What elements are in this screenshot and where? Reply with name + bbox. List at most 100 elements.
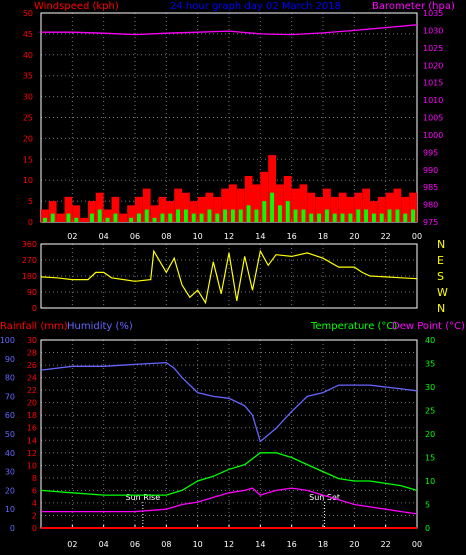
average-bar [356, 209, 361, 222]
gust-bar [205, 192, 214, 222]
average-bar [105, 217, 110, 222]
gust-bar [276, 184, 284, 222]
average-bar [278, 205, 282, 222]
gust-bar [221, 188, 229, 222]
temperature-tick-label: 5 [425, 501, 430, 510]
rainfall-tick-label: 14 [27, 436, 37, 445]
rainfall-tick-label: 12 [27, 449, 37, 458]
average-bar [215, 213, 220, 222]
temperature-tick-label: 20 [425, 430, 435, 439]
windspeed-tick-label: 35 [23, 72, 33, 81]
gust-bar [189, 201, 198, 222]
wind-direction-line [40, 249, 418, 305]
x-tick-label: 10 [193, 232, 203, 241]
gust-bar [307, 192, 316, 222]
average-bar [113, 213, 118, 222]
average-bar [395, 209, 400, 222]
rainfall-tick-label: 10 [27, 461, 37, 470]
gust-bar [166, 201, 175, 222]
temperature-tick-label: 40 [425, 336, 435, 345]
gust-bar [95, 192, 104, 222]
barometer-label: Barometer (hpa) [372, 1, 455, 12]
windspeed-tick-label: 45 [23, 30, 33, 39]
gust-bar [330, 196, 339, 222]
average-bar [129, 217, 133, 222]
direction-tick-label: 0 [32, 304, 37, 313]
gust-bar [88, 201, 96, 222]
humidity-label: Humidity (%) [67, 321, 133, 332]
average-bar [309, 213, 314, 222]
sun-annotation: Sun Rise [126, 493, 161, 502]
average-bar [411, 209, 415, 222]
barometer-tick-label: 980 [423, 201, 438, 210]
x-tick-label: 18 [318, 232, 328, 241]
gust-bar [119, 213, 128, 222]
x-tick-label: 12 [224, 540, 234, 549]
x-tick-label: 04 [99, 540, 109, 549]
panel-frame [40, 243, 418, 309]
x-tick-label: 10 [193, 540, 203, 549]
gust-bar [377, 196, 386, 222]
gust-bar [229, 184, 237, 222]
temperature-label: Temperature (°C) [310, 321, 397, 332]
gust-bar [370, 201, 378, 222]
temperature-tick-label: 0 [425, 524, 430, 533]
barometer-tick-label: 1020 [423, 61, 443, 70]
gust-bar [244, 176, 253, 222]
average-bar [364, 209, 368, 222]
gust-bar [150, 205, 159, 222]
x-tick-label: 18 [318, 540, 328, 549]
x-tick-label: 06 [130, 232, 140, 241]
x-tick-label: 16 [287, 540, 297, 549]
gust-bar [401, 196, 410, 222]
humidity-line [40, 361, 418, 443]
x-tick-label: 00 [412, 540, 422, 549]
barometer-tick-label: 975 [423, 218, 438, 227]
gust-bar [64, 196, 73, 222]
gust-bar [299, 184, 308, 222]
average-bar [137, 213, 141, 222]
average-bar [144, 209, 149, 222]
average-bar [262, 201, 267, 222]
rainfall-tick-label: 28 [27, 349, 37, 358]
gust-bar [103, 209, 112, 222]
average-bar [293, 209, 298, 222]
average-bar [379, 213, 384, 222]
x-tick-label: 22 [381, 232, 391, 241]
gust-bar [182, 192, 190, 222]
humidity-tick-label: 100 [0, 336, 15, 345]
compass-label: N [437, 302, 445, 315]
gust-bar [346, 196, 355, 222]
humidity-tick-label: 40 [5, 449, 15, 458]
humidity-tick-label: 30 [5, 468, 15, 477]
gust-bar [393, 188, 402, 222]
temperature-tick-label: 30 [425, 383, 435, 392]
gust-bar [385, 192, 394, 222]
windspeed-tick-label: 50 [23, 9, 33, 18]
barometer-tick-label: 1000 [423, 131, 443, 140]
windspeed-tick-label: 40 [23, 51, 33, 60]
barometer-tick-label: 995 [423, 148, 438, 157]
average-bar [340, 213, 345, 222]
compass-label: N [437, 238, 445, 251]
rainfall-tick-label: 0 [32, 524, 37, 533]
x-tick-label: 14 [255, 232, 265, 241]
gust-bar [80, 217, 88, 222]
humidity-tick-label: 0 [10, 524, 15, 533]
average-bar [270, 192, 274, 222]
rainfall-tick-label: 16 [27, 424, 37, 433]
humidity-tick-label: 90 [5, 355, 15, 364]
x-tick-label: 08 [161, 232, 171, 241]
humidity-tick-label: 10 [5, 505, 15, 514]
x-tick-label: 16 [287, 232, 297, 241]
x-tick-label: 02 [67, 540, 77, 549]
compass-label: E [437, 254, 444, 267]
temperature-line [40, 452, 418, 496]
gust-bar [252, 184, 261, 222]
gust-bar [236, 188, 245, 222]
average-bar [74, 217, 79, 222]
average-bar [50, 213, 55, 222]
average-bar [207, 209, 212, 222]
average-bar [168, 213, 173, 222]
temperature-tick-label: 15 [425, 454, 435, 463]
